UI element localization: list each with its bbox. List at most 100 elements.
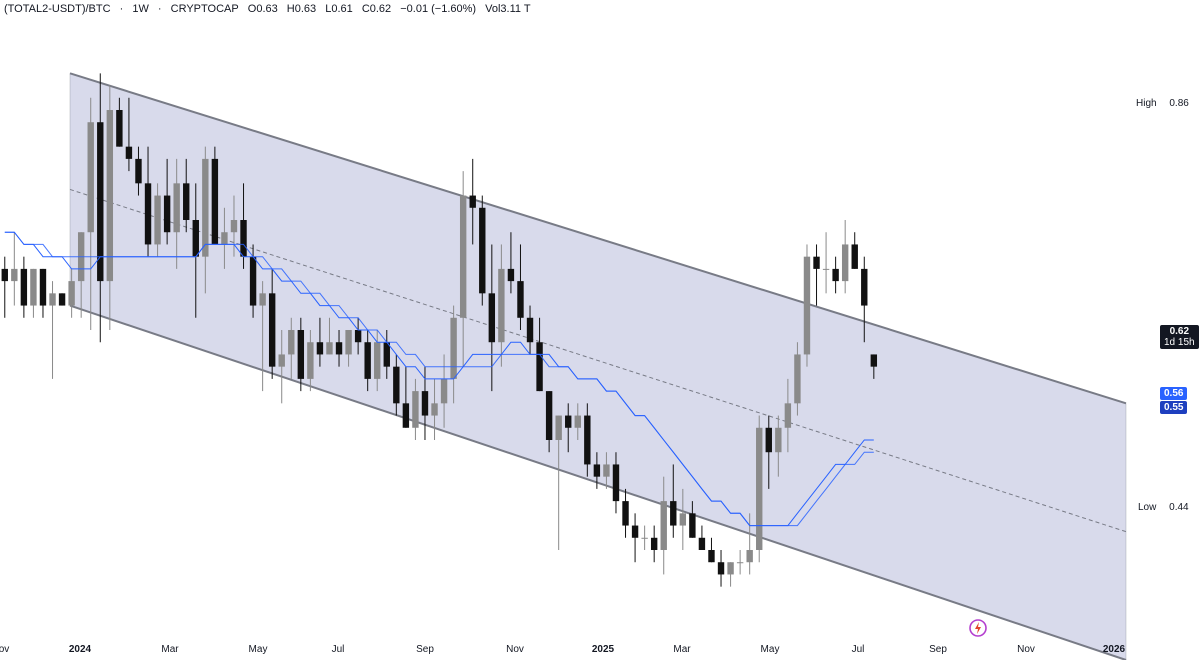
separator: · [157, 3, 162, 15]
candle-body [841, 244, 849, 282]
candle-body [450, 317, 457, 379]
candle-body [459, 195, 467, 318]
candle-body [784, 403, 792, 428]
candle-body [87, 122, 94, 233]
x-tick-label: Sep [929, 644, 947, 655]
candle-body [125, 146, 133, 159]
candle-body [97, 122, 104, 282]
candle-body [240, 220, 247, 257]
x-tick-label: Mar [673, 644, 691, 655]
interval-label[interactable]: 1W [132, 3, 149, 15]
high-marker: High 0.86 [1132, 97, 1193, 110]
candle-body [68, 281, 75, 306]
candle-body [660, 501, 667, 550]
ma-fast-badge: 0.56 [1160, 387, 1188, 400]
source-label: CRYPTOCAP [170, 3, 239, 15]
low-marker: Low 0.44 [1134, 501, 1193, 514]
candle-body [689, 513, 696, 538]
candle-body [593, 464, 601, 477]
candle-body [717, 562, 725, 575]
candle-body [30, 268, 37, 306]
candle-body [278, 354, 285, 367]
candle-body [421, 391, 429, 416]
candle-body [163, 195, 171, 233]
candle-body [268, 293, 276, 367]
candle-body [249, 256, 257, 306]
candle-body [202, 158, 209, 257]
x-tick-label: 2024 [68, 644, 92, 655]
candle-body [288, 330, 295, 355]
candle-body [584, 415, 591, 465]
volume-value: Vol3.11 T [485, 3, 531, 15]
candle-body [116, 110, 123, 147]
candle-body [297, 330, 305, 379]
candle-body [374, 342, 381, 379]
candle-body [307, 342, 314, 379]
candle-body [526, 317, 534, 343]
candle-body [813, 256, 820, 269]
candle-body [364, 342, 371, 379]
candle-body [488, 293, 496, 343]
x-tick-label: Nov [506, 644, 524, 655]
candle-body [756, 427, 763, 550]
candle-body [536, 342, 543, 392]
candle-body [230, 220, 238, 233]
candle-body [469, 195, 476, 208]
candle-body [765, 427, 772, 453]
candle-body [565, 415, 572, 428]
separator: · [119, 3, 124, 15]
candle-body [574, 415, 581, 428]
high-marker-value: 0.86 [1169, 98, 1189, 109]
low-marker-label: Low [1138, 502, 1157, 513]
open-value: O0.63 [247, 3, 278, 15]
x-tick-label: Jul [851, 644, 865, 655]
candle-body [832, 268, 839, 282]
candle-body [354, 330, 362, 343]
candle-body [727, 562, 734, 575]
candle-body [622, 501, 629, 526]
candle-body [192, 220, 199, 257]
candle-body [746, 550, 753, 563]
low-marker-value: 0.44 [1169, 502, 1189, 513]
candle-body [698, 537, 706, 550]
change-value: −0.01 (−1.60%) [400, 3, 477, 15]
candle-body [135, 158, 142, 184]
candle-body [517, 281, 524, 318]
candle-body [870, 354, 878, 367]
candle-body [183, 183, 190, 220]
high-value: H0.63 [286, 3, 317, 15]
candle-body [861, 268, 868, 306]
lightning-logo-icon[interactable] [968, 618, 988, 638]
x-tick-label: May [248, 644, 268, 655]
candle-body [803, 256, 811, 355]
candle-body [641, 537, 648, 539]
symbol-label[interactable]: (TOTAL2-USDT)/BTC [4, 3, 111, 15]
chart-header: (TOTAL2-USDT)/BTC · 1W · CRYPTOCAP O0.63… [4, 3, 537, 15]
candle-body [822, 268, 830, 270]
candle-body [58, 293, 66, 306]
candle-body [326, 342, 333, 355]
candle-body [106, 110, 114, 282]
high-marker-label: High [1136, 98, 1157, 109]
x-tick-label: Nov [1017, 644, 1035, 655]
x-tick-label: May [760, 644, 780, 655]
candle-body [708, 550, 715, 563]
candle-body [1, 268, 8, 282]
candle-body [545, 391, 553, 440]
x-tick-label: 2025 [591, 644, 615, 655]
ma-slow-badge: 0.55 [1160, 401, 1188, 414]
candle-body [603, 464, 610, 477]
candle-body [631, 525, 639, 538]
candle-body [402, 403, 410, 428]
candle-body [555, 415, 562, 440]
x-tick-label: ov [0, 644, 10, 655]
candle-body [345, 330, 352, 355]
low-value: L0.61 [325, 3, 353, 15]
candle-body [393, 366, 400, 404]
candle-body [794, 354, 801, 404]
candle-body [679, 513, 687, 526]
candle-body [335, 342, 343, 355]
candle-body [498, 268, 505, 343]
candle-body [650, 537, 658, 550]
